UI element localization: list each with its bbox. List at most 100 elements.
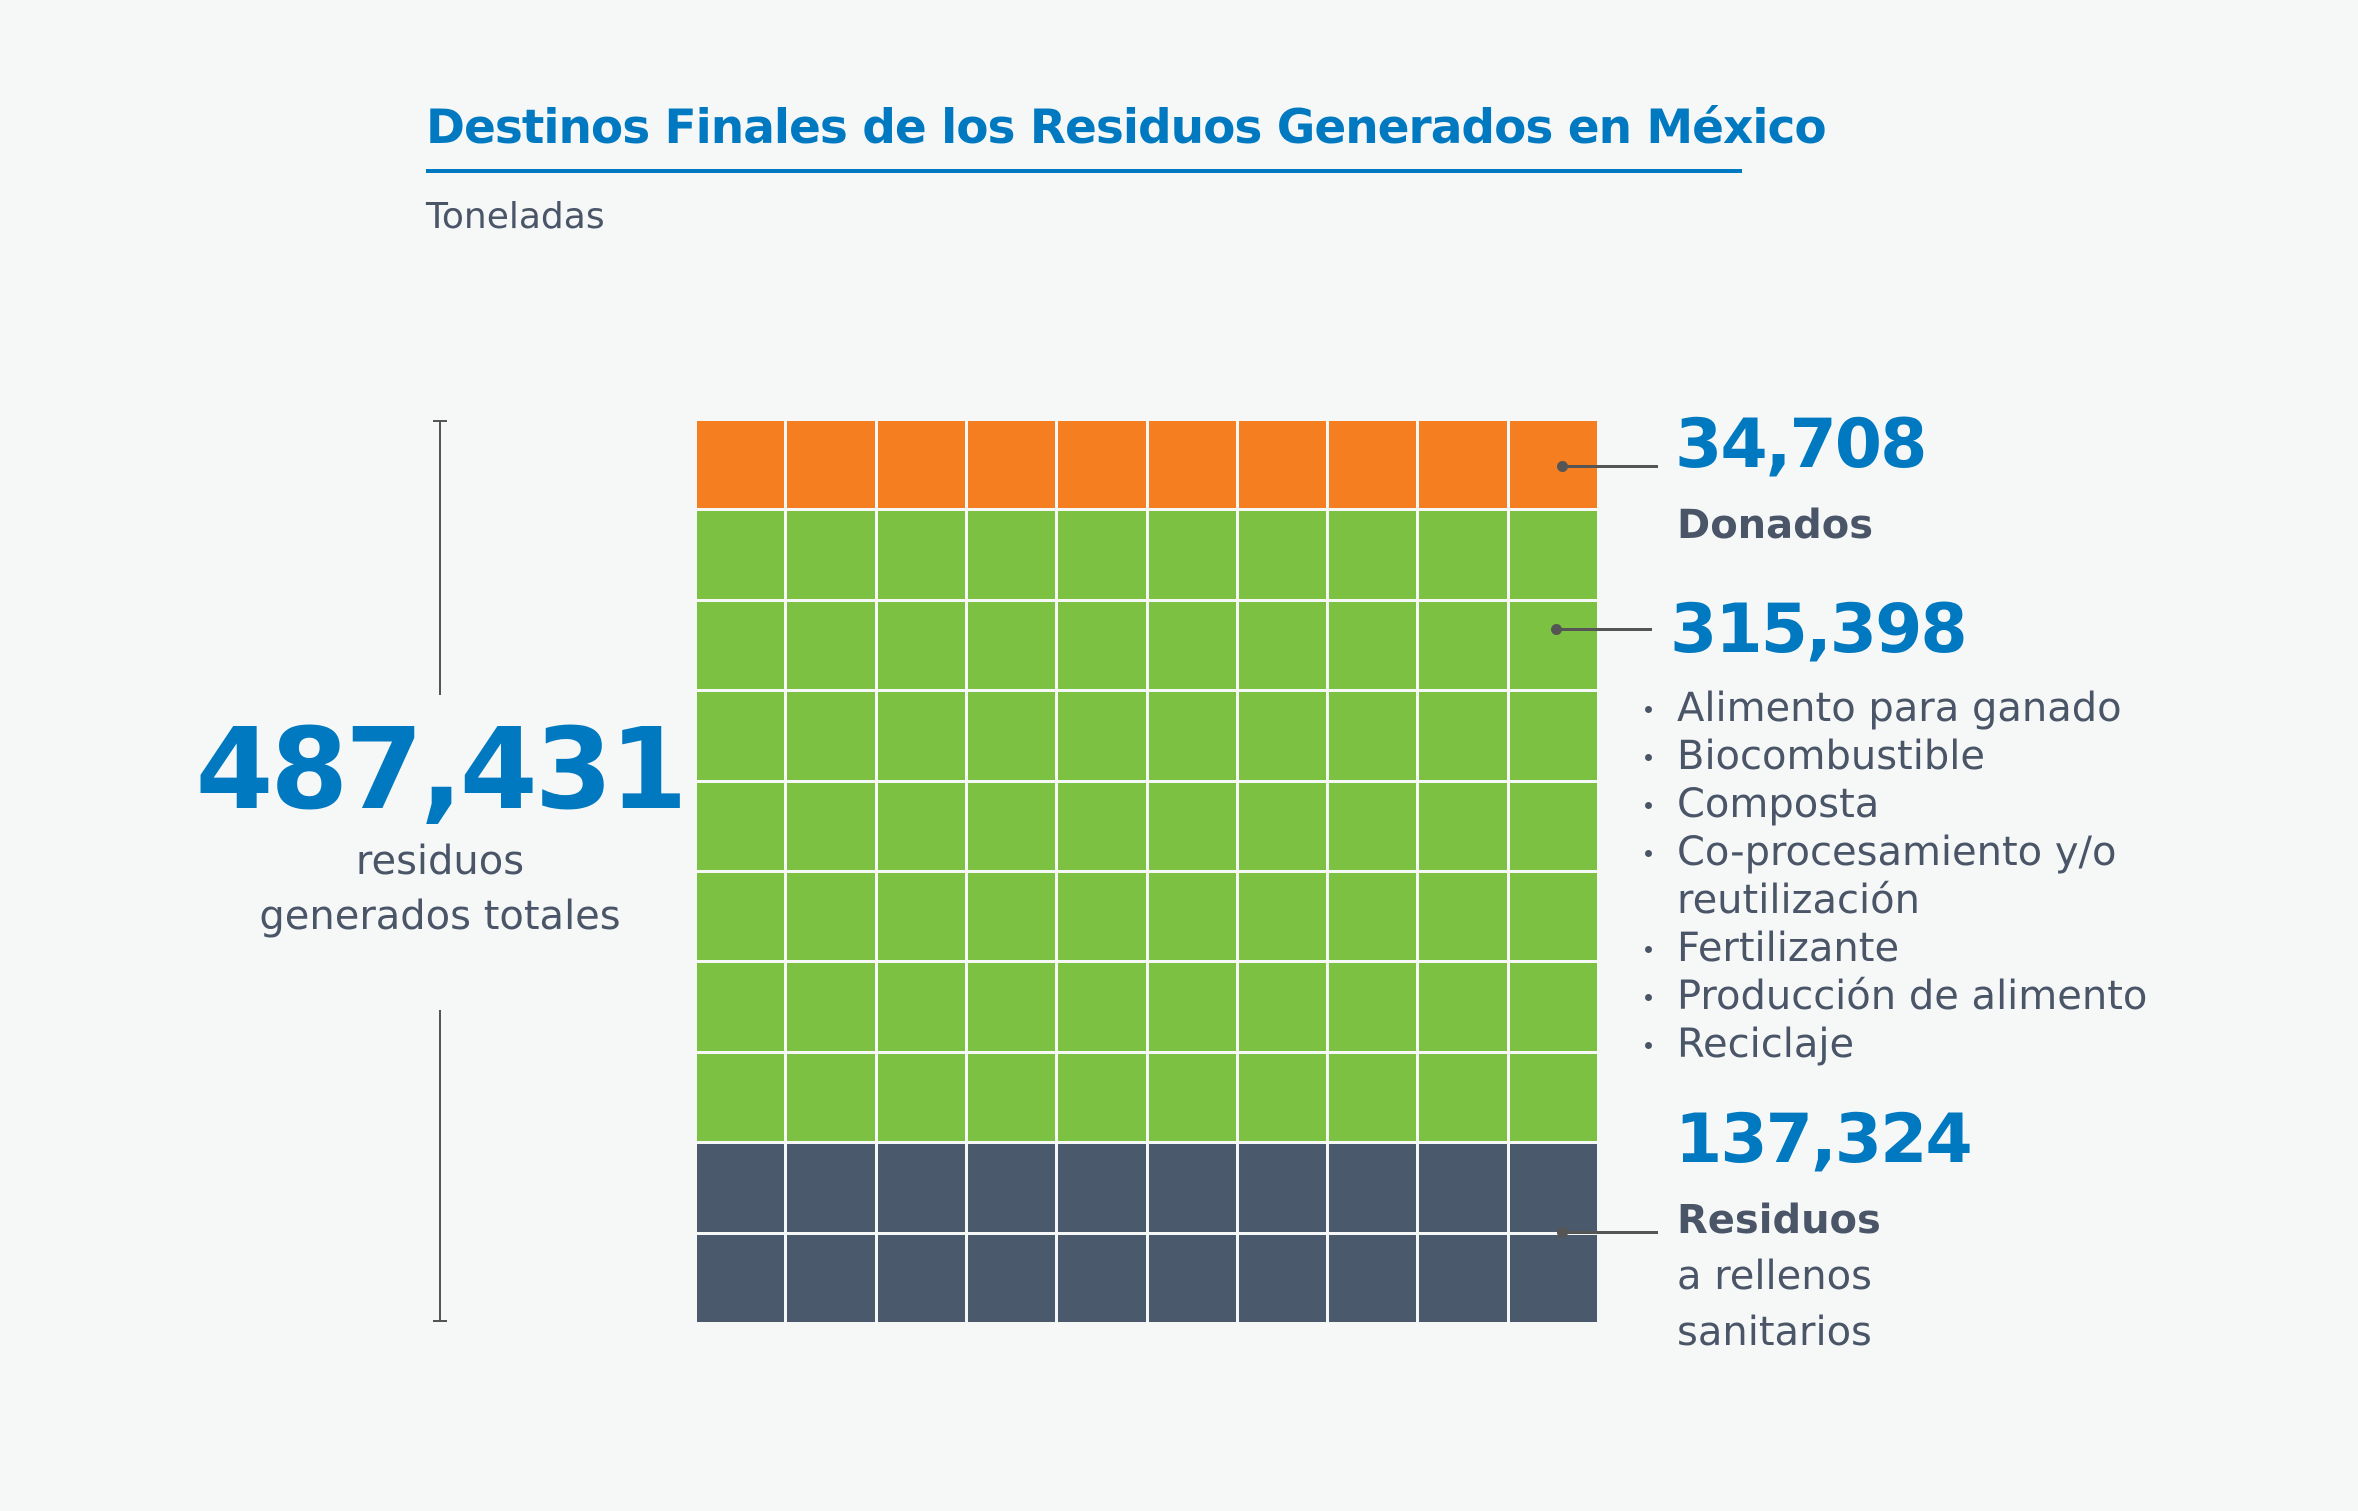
waffle-cell-aprovechados [1148, 601, 1236, 690]
waffle-cell-aprovechados [877, 782, 965, 870]
waffle-cell-rellenos [1238, 1234, 1327, 1322]
waffle-cell-aprovechados [1509, 782, 1597, 870]
waffle-cell-aprovechados [967, 692, 1056, 780]
waffle-cell-aprovechados [1419, 601, 1507, 690]
waffle-cell-aprovechados [1329, 1053, 1417, 1142]
waffle-cell-aprovechados [967, 963, 1056, 1051]
waffle-cell-donados [1419, 421, 1507, 509]
waffle-cell-rellenos [1148, 1234, 1236, 1322]
waffle-cell-aprovechados [877, 1053, 965, 1142]
waffle-cell-rellenos [1509, 1234, 1597, 1322]
waffle-grid [697, 421, 1597, 1322]
waffle-cell-donados [1148, 421, 1236, 509]
waffle-cell-aprovechados [787, 1053, 875, 1142]
waffle-cell-aprovechados [967, 511, 1056, 599]
waffle-cell-rellenos [697, 1234, 785, 1322]
waffle-cell-aprovechados [787, 511, 875, 599]
waffle-cell-rellenos [1058, 1234, 1146, 1322]
waffle-cell-aprovechados [1238, 782, 1327, 870]
waffle-cell-aprovechados [1238, 963, 1327, 1051]
waffle-cell-donados [967, 421, 1056, 509]
waffle-cell-donados [1058, 421, 1146, 509]
waffle-cell-aprovechados [877, 692, 965, 780]
waffle-cell-aprovechados [1058, 963, 1146, 1051]
waffle-cell-aprovechados [787, 963, 875, 1051]
waffle-cell-aprovechados [1238, 1053, 1327, 1142]
waffle-cell-aprovechados [1238, 511, 1327, 599]
waffle-cell-aprovechados [1238, 873, 1327, 961]
waffle-cell-aprovechados [1509, 873, 1597, 961]
list-item: Co-procesamiento y/o [1640, 828, 2147, 876]
waffle-cell-aprovechados [1419, 963, 1507, 1051]
waffle-cell-donados [877, 421, 965, 509]
list-item: Composta [1640, 780, 2147, 828]
waffle-cell-aprovechados [1509, 963, 1597, 1051]
waffle-cell-aprovechados [697, 963, 785, 1051]
waffle-cell-aprovechados [1058, 692, 1146, 780]
waffle-cell-aprovechados [697, 1053, 785, 1142]
list-item: Reciclaje [1640, 1020, 2147, 1068]
list-item-continued: reutilización [1677, 877, 1920, 923]
waffle-cell-aprovechados [787, 601, 875, 690]
waffle-cell-rellenos [1419, 1144, 1507, 1232]
list-item: Biocombustible [1640, 732, 2147, 780]
label-rellenos-line: Residuos [1677, 1197, 1881, 1243]
list-item: Fertilizante [1640, 924, 2147, 972]
waffle-cell-aprovechados [697, 873, 785, 961]
chart-subtitle: Toneladas [426, 196, 605, 237]
waffle-cell-aprovechados [877, 511, 965, 599]
waffle-cell-aprovechados [1329, 782, 1417, 870]
waffle-cell-aprovechados [1509, 692, 1597, 780]
waffle-cell-aprovechados [877, 601, 965, 690]
waffle-cell-aprovechados [967, 601, 1056, 690]
waffle-cell-rellenos [1329, 1144, 1417, 1232]
waffle-cell-aprovechados [787, 692, 875, 780]
waffle-cell-aprovechados [1329, 601, 1417, 690]
waffle-cell-aprovechados [1058, 601, 1146, 690]
waffle-cell-donados [697, 421, 785, 509]
total-label-line: generados totales [259, 893, 621, 939]
waffle-cell-aprovechados [1058, 873, 1146, 961]
waffle-cell-donados [787, 421, 875, 509]
total-bracket-top [439, 420, 441, 695]
waffle-cell-aprovechados [1509, 1053, 1597, 1142]
waffle-cell-rellenos [967, 1144, 1056, 1232]
waffle-cell-aprovechados [787, 873, 875, 961]
waffle-cell-donados [1329, 421, 1417, 509]
chart-title: Destinos Finales de los Residuos Generad… [426, 100, 1827, 155]
total-bracket-top-tick [433, 420, 447, 422]
waffle-cell-aprovechados [1329, 511, 1417, 599]
title-underline [426, 169, 1742, 173]
waffle-cell-aprovechados [697, 511, 785, 599]
waffle-cell-aprovechados [967, 782, 1056, 870]
value-donados: 34,708 [1675, 405, 1927, 484]
waffle-cell-rellenos [1509, 1144, 1597, 1232]
list-item: Alimento para ganado [1640, 684, 2147, 732]
total-bracket-bottom [439, 1010, 441, 1322]
waffle-cell-aprovechados [1238, 692, 1327, 780]
waffle-cell-rellenos [1058, 1144, 1146, 1232]
waffle-cell-aprovechados [1148, 511, 1236, 599]
waffle-cell-aprovechados [1419, 1053, 1507, 1142]
waffle-cell-aprovechados [1238, 601, 1327, 690]
total-value: 487,431 [195, 705, 687, 835]
list-item: Producción de alimento [1640, 972, 2147, 1020]
label-donados: Donados [1677, 502, 1874, 548]
connector-aprovechados [1556, 628, 1652, 631]
waffle-cell-aprovechados [1148, 692, 1236, 780]
waffle-cell-aprovechados [967, 1053, 1056, 1142]
waffle-cell-donados [1509, 421, 1597, 509]
waffle-cell-aprovechados [877, 873, 965, 961]
waffle-cell-rellenos [1419, 1234, 1507, 1322]
waffle-cell-rellenos [967, 1234, 1056, 1322]
waffle-cell-rellenos [1329, 1234, 1417, 1322]
label-rellenos-line: a rellenos [1677, 1253, 1872, 1299]
waffle-cell-rellenos [1148, 1144, 1236, 1232]
waffle-cell-aprovechados [1148, 873, 1236, 961]
waffle-cell-aprovechados [1148, 1053, 1236, 1142]
waffle-cell-aprovechados [1329, 873, 1417, 961]
waffle-cell-rellenos [697, 1144, 785, 1232]
connector-donados [1562, 465, 1658, 468]
waffle-cell-aprovechados [1509, 511, 1597, 599]
waffle-cell-rellenos [787, 1144, 875, 1232]
